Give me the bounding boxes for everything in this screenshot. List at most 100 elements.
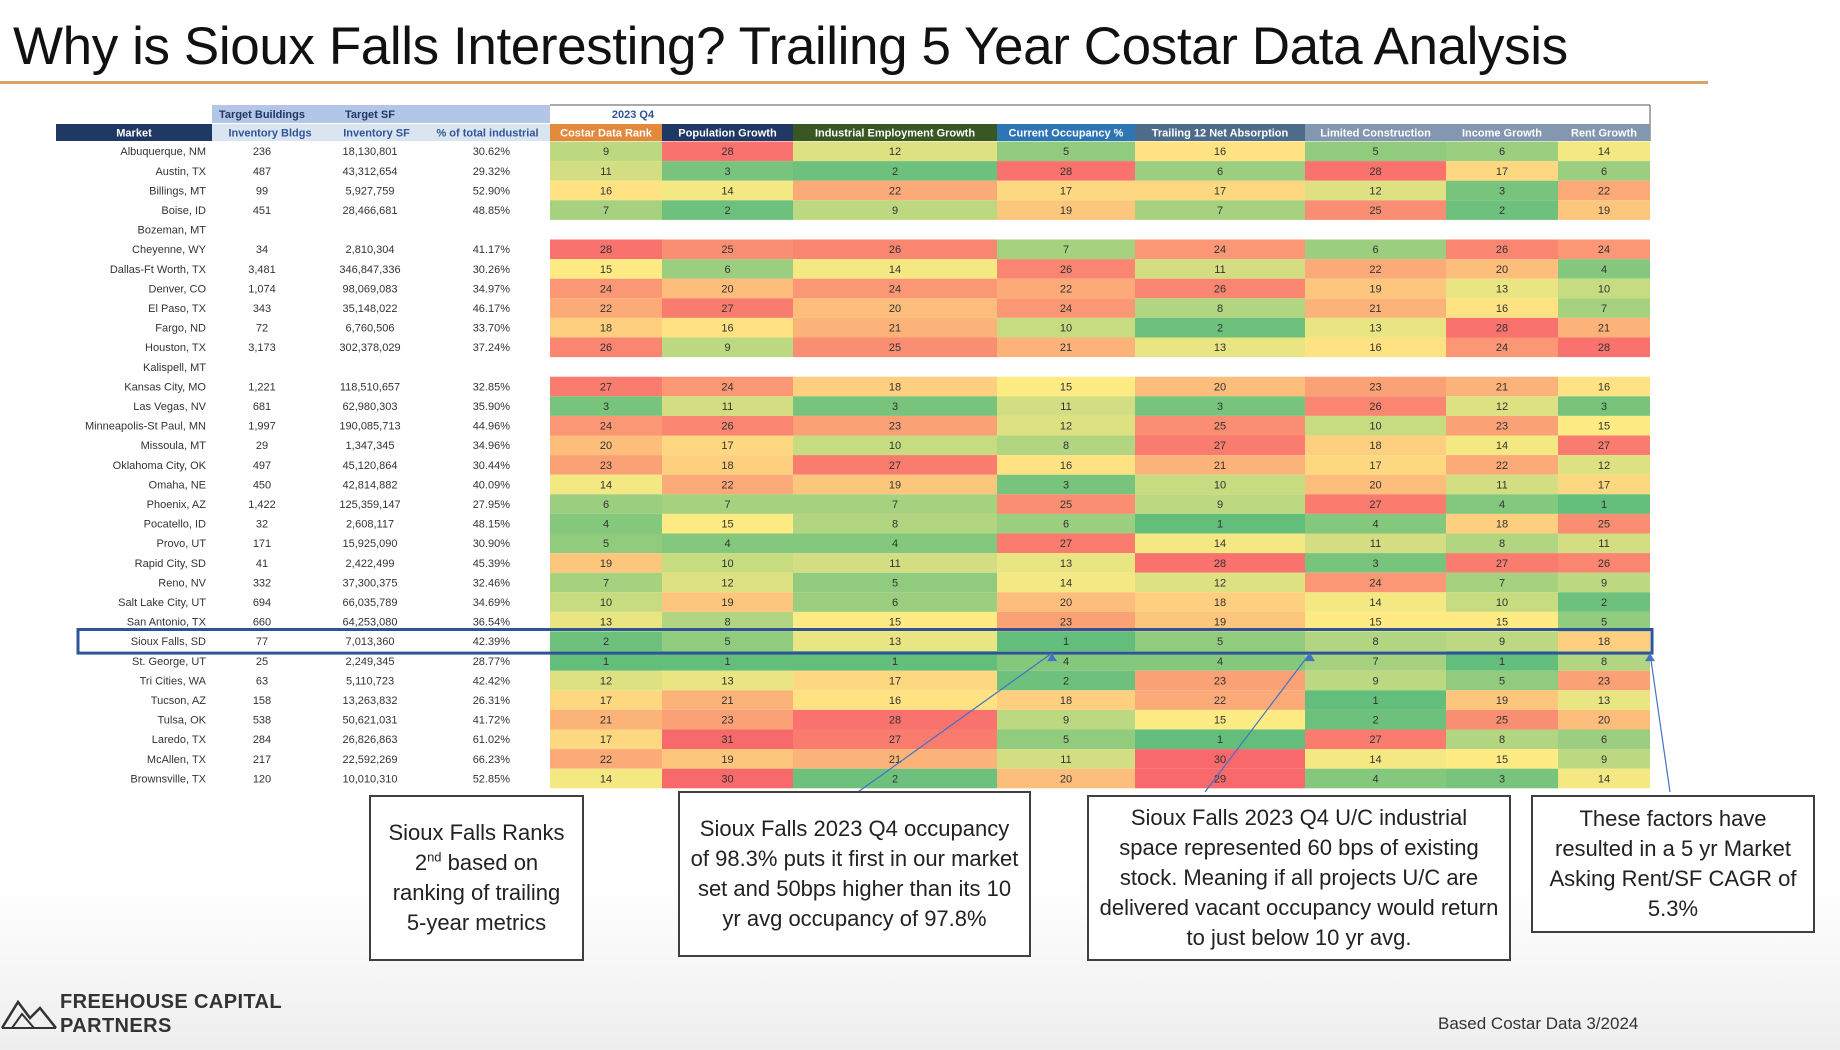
- rank-cell: [1305, 670, 1446, 691]
- rank-value: 15: [600, 264, 612, 276]
- inventory-sf: 66,035,789: [342, 597, 397, 609]
- rank-value: 13: [1214, 342, 1226, 354]
- rank-value: 21: [1369, 303, 1381, 315]
- rank-cell: [1305, 611, 1446, 632]
- rank-value: 4: [724, 538, 730, 550]
- inventory-sf: 2,422,499: [346, 558, 395, 570]
- inventory-sf: 10,010,310: [342, 773, 397, 785]
- rank-cell: [1558, 553, 1650, 573]
- inventory-bldgs: 487: [253, 166, 271, 178]
- rank-value: 23: [1496, 421, 1508, 433]
- rank-cell: [793, 572, 997, 593]
- rank-value: 19: [1369, 283, 1381, 295]
- rank-cell: [1135, 376, 1305, 397]
- rank-cell: [997, 631, 1135, 652]
- rank-value: 14: [1060, 577, 1072, 589]
- rank-cell: [1558, 670, 1650, 691]
- rank-cell: [793, 494, 997, 514]
- rank-cell: [997, 278, 1135, 299]
- market-name: Billings, MT: [149, 185, 206, 197]
- rank-value: 27: [1060, 538, 1072, 550]
- rank-cell: [997, 415, 1135, 436]
- rank-cell: [997, 435, 1135, 456]
- rank-cell: [1558, 474, 1650, 495]
- rank-cell: [793, 200, 997, 220]
- rank-cell: [1135, 298, 1305, 318]
- rank-value: 6: [1601, 166, 1607, 178]
- rank-value: 17: [1369, 460, 1381, 472]
- rank-value: 15: [1496, 617, 1508, 629]
- rank-cell: [662, 337, 793, 358]
- rank-value: 15: [1496, 754, 1508, 766]
- market-name: Pocatello, ID: [144, 519, 206, 531]
- rank-cell: [1558, 611, 1650, 632]
- rank-cell: [1305, 690, 1446, 710]
- rank-value: 26: [600, 342, 612, 354]
- rank-value: 26: [721, 421, 733, 433]
- rank-value: 10: [889, 440, 901, 452]
- inventory-bldgs: 450: [253, 479, 271, 491]
- column-header-cell: [662, 124, 793, 141]
- rank-cell: [550, 768, 662, 789]
- rank-cell: [1135, 533, 1305, 554]
- rank-value: 25: [1496, 715, 1508, 727]
- pct-industrial: 37.24%: [473, 342, 511, 354]
- pct-industrial: 30.26%: [473, 264, 511, 276]
- rank-cell: [1135, 572, 1305, 593]
- rank-cell: [1558, 415, 1650, 436]
- column-header: % of total industrial: [436, 128, 538, 140]
- inventory-bldgs: 171: [253, 538, 271, 550]
- market-name: Denver, CO: [149, 283, 207, 295]
- rank-cell: [793, 729, 997, 750]
- rank-value: 19: [889, 479, 901, 491]
- rank-value: 5: [1063, 146, 1069, 158]
- rank-value: 10: [1598, 283, 1610, 295]
- rank-cell: [793, 239, 997, 260]
- column-header: Income Growth: [1462, 128, 1542, 140]
- inventory-sf: 18,130,801: [342, 146, 397, 158]
- inventory-sf: 45,120,864: [342, 460, 397, 472]
- rank-value: 17: [600, 695, 612, 707]
- rank-cell: [662, 396, 793, 416]
- column-header: Industrial Employment Growth: [815, 128, 975, 140]
- rank-cell: [1305, 180, 1446, 201]
- rank-value: 17: [1060, 185, 1072, 197]
- rank-cell: [1558, 141, 1650, 162]
- rank-value: 12: [1496, 401, 1508, 413]
- column-header: Market: [116, 128, 152, 140]
- rank-cell: [997, 474, 1135, 495]
- rank-value: 1: [1601, 499, 1607, 511]
- market-name: Phoenix, AZ: [147, 499, 207, 511]
- rank-cell: [1135, 651, 1305, 671]
- inventory-bldgs: 3,481: [248, 264, 276, 276]
- rank-value: 1: [1499, 656, 1505, 668]
- rank-cell: [1446, 200, 1558, 220]
- market-name: El Paso, TX: [148, 303, 207, 315]
- rank-value: 28: [1060, 166, 1072, 178]
- rank-value: 16: [1214, 146, 1226, 158]
- rank-cell: [1305, 239, 1446, 260]
- rank-cell: [793, 455, 997, 475]
- market-name: San Antonio, TX: [127, 617, 207, 629]
- rank-cell: [1446, 337, 1558, 358]
- rank-cell: [997, 513, 1135, 534]
- rank-cell: [1135, 259, 1305, 279]
- rank-cell: [1446, 611, 1558, 632]
- rank-value: 12: [1214, 577, 1226, 589]
- rank-cell: [1135, 180, 1305, 201]
- rank-value: 8: [1217, 303, 1223, 315]
- rank-value: 19: [1496, 695, 1508, 707]
- rank-cell: [1135, 317, 1305, 338]
- rank-value: 3: [603, 401, 609, 413]
- rank-cell: [550, 611, 662, 632]
- rank-cell: [662, 749, 793, 769]
- rank-value: 8: [724, 617, 730, 629]
- rank-cell: [1135, 474, 1305, 495]
- inventory-bldgs: 1,422: [248, 499, 276, 511]
- rank-cell: [793, 141, 997, 162]
- rank-value: 21: [1496, 381, 1508, 393]
- market-name: Minneapolis-St Paul, MN: [85, 421, 206, 433]
- ranking-table: Target Buildings Target SF 2023 Q4 Market In…: [56, 104, 1671, 793]
- rank-cell: [1305, 709, 1446, 730]
- rank-value: 3: [1372, 558, 1378, 570]
